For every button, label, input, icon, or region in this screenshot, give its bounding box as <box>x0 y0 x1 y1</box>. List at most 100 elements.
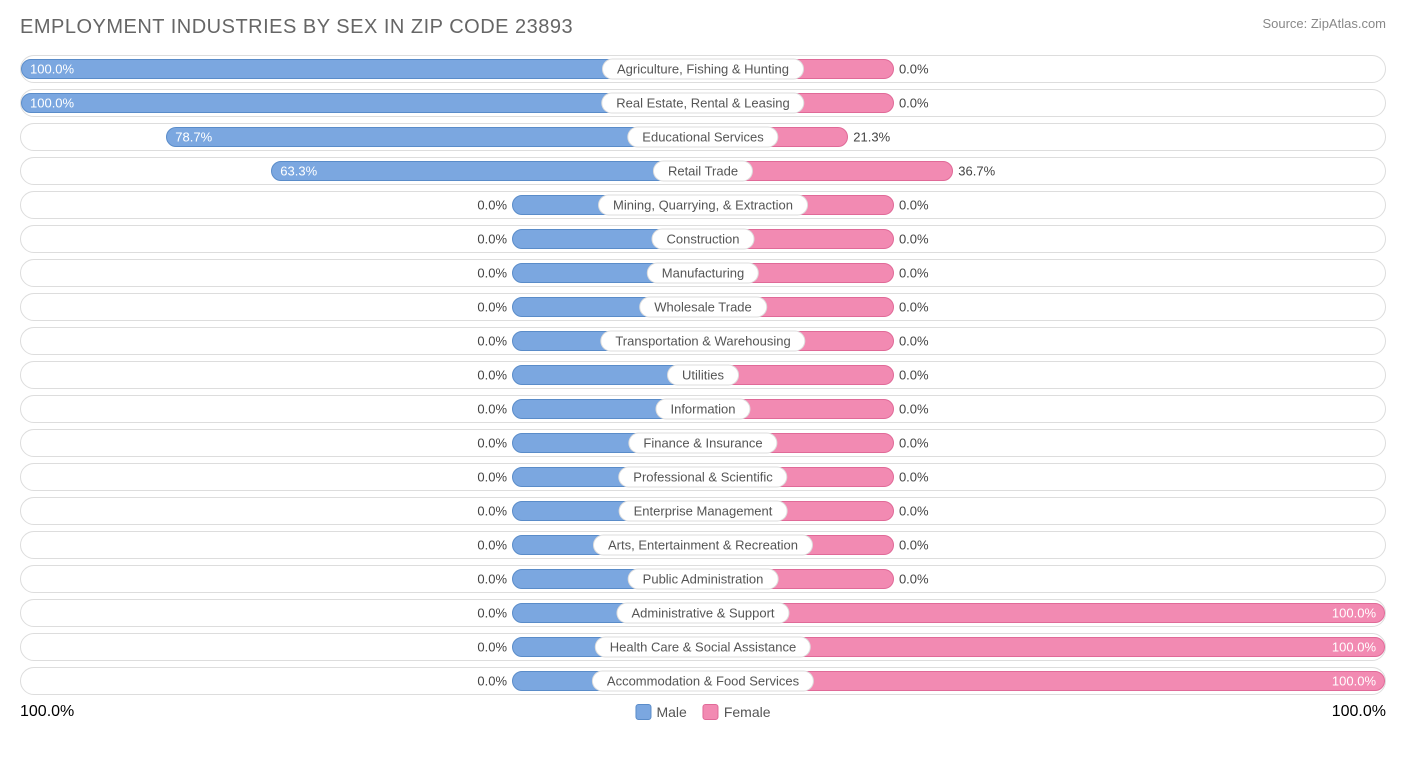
male-half: 0.0% <box>21 430 703 456</box>
male-bar: 63.3% <box>271 161 703 181</box>
female-half: 21.3% <box>703 124 1385 150</box>
male-value-label: 0.0% <box>477 606 507 621</box>
category-label: Manufacturing <box>647 263 759 284</box>
male-value-label: 0.0% <box>477 538 507 553</box>
legend-female-label: Female <box>724 704 771 720</box>
category-label: Finance & Insurance <box>628 433 777 454</box>
female-half: 0.0% <box>703 226 1385 252</box>
female-half: 36.7% <box>703 158 1385 184</box>
category-label: Construction <box>652 229 755 250</box>
male-value-label: 100.0% <box>30 62 74 77</box>
female-value-label: 0.0% <box>899 504 929 519</box>
female-half: 0.0% <box>703 464 1385 490</box>
male-value-label: 78.7% <box>175 130 212 145</box>
chart-row: 100.0%0.0%Real Estate, Rental & Leasing <box>20 89 1386 117</box>
female-half: 0.0% <box>703 56 1385 82</box>
category-label: Accommodation & Food Services <box>592 671 814 692</box>
female-value-label: 100.0% <box>1332 606 1376 621</box>
male-value-label: 0.0% <box>477 402 507 417</box>
female-value-label: 36.7% <box>958 164 995 179</box>
chart-row: 0.0%0.0%Enterprise Management <box>20 497 1386 525</box>
legend-male-label: Male <box>656 704 686 720</box>
chart-footer: 100.0% Male Female 100.0% <box>20 701 1386 723</box>
diverging-bar-chart: 100.0%0.0%Agriculture, Fishing & Hunting… <box>20 55 1386 695</box>
chart-row: 0.0%0.0%Public Administration <box>20 565 1386 593</box>
female-half: 0.0% <box>703 260 1385 286</box>
female-half: 0.0% <box>703 294 1385 320</box>
category-label: Utilities <box>667 365 739 386</box>
female-value-label: 0.0% <box>899 436 929 451</box>
male-value-label: 0.0% <box>477 436 507 451</box>
axis-label-left: 100.0% <box>20 703 74 721</box>
female-value-label: 21.3% <box>853 130 890 145</box>
female-value-label: 100.0% <box>1332 640 1376 655</box>
female-value-label: 0.0% <box>899 96 929 111</box>
category-label: Professional & Scientific <box>618 467 787 488</box>
chart-row: 0.0% 0.0% Wholesale Trade <box>20 293 1386 321</box>
chart-header: EMPLOYMENT INDUSTRIES BY SEX IN ZIP CODE… <box>20 16 1386 39</box>
female-value-label: 0.0% <box>899 572 929 587</box>
female-value-label: 0.0% <box>899 470 929 485</box>
male-half: 0.0% <box>21 396 703 422</box>
male-value-label: 0.0% <box>477 266 507 281</box>
category-label: Transportation & Warehousing <box>600 331 805 352</box>
male-value-label: 0.0% <box>477 470 507 485</box>
category-label: Information <box>655 399 750 420</box>
category-label: Educational Services <box>627 127 778 148</box>
legend-male: Male <box>635 704 686 720</box>
male-half: 100.0% <box>21 56 703 82</box>
male-half: 0.0% <box>21 464 703 490</box>
chart-row: 0.0% 0.0% Finance & Insurance <box>20 429 1386 457</box>
male-bar: 78.7% <box>166 127 703 147</box>
male-swatch-icon <box>635 704 651 720</box>
female-value-label: 0.0% <box>899 402 929 417</box>
female-half: 0.0% <box>703 396 1385 422</box>
category-label: Wholesale Trade <box>639 297 767 318</box>
category-label: Health Care & Social Assistance <box>595 637 811 658</box>
female-value-label: 0.0% <box>899 538 929 553</box>
male-value-label: 0.0% <box>477 368 507 383</box>
female-value-label: 0.0% <box>899 232 929 247</box>
chart-row: 0.0%0.0%Mining, Quarrying, & Extraction <box>20 191 1386 219</box>
female-half: 0.0% <box>703 90 1385 116</box>
female-half: 0.0% <box>703 566 1385 592</box>
category-label: Public Administration <box>628 569 779 590</box>
chart-row: 0.0% 100.0% Health Care & Social Assistanc… <box>20 633 1386 661</box>
category-label: Arts, Entertainment & Recreation <box>593 535 813 556</box>
chart-row: 0.0% 0.0% Professional & Scientific <box>20 463 1386 491</box>
male-value-label: 100.0% <box>30 96 74 111</box>
chart-row: 0.0%0.0%Utilities <box>20 361 1386 389</box>
axis-label-right: 100.0% <box>1332 703 1386 721</box>
category-label: Enterprise Management <box>619 501 788 522</box>
female-half: 100.0% <box>703 600 1385 626</box>
male-value-label: 0.0% <box>477 232 507 247</box>
female-swatch-icon <box>703 704 719 720</box>
male-value-label: 63.3% <box>280 164 317 179</box>
female-value-label: 0.0% <box>899 198 929 213</box>
chart-legend: Male Female <box>635 704 770 720</box>
chart-row: 0.0% 0.0% Information <box>20 395 1386 423</box>
legend-female: Female <box>703 704 771 720</box>
male-half: 0.0% <box>21 226 703 252</box>
category-label: Administrative & Support <box>616 603 789 624</box>
category-label: Agriculture, Fishing & Hunting <box>602 59 804 80</box>
chart-title: EMPLOYMENT INDUSTRIES BY SEX IN ZIP CODE… <box>20 16 573 39</box>
chart-row: 78.7% 21.3% Educational Services <box>20 123 1386 151</box>
male-value-label: 0.0% <box>477 300 507 315</box>
female-value-label: 0.0% <box>899 334 929 349</box>
male-half: 0.0% <box>21 260 703 286</box>
female-value-label: 0.0% <box>899 300 929 315</box>
male-bar: 100.0% <box>21 59 703 79</box>
chart-row: 63.3%36.7%Retail Trade <box>20 157 1386 185</box>
female-bar: 100.0% <box>703 603 1385 623</box>
male-half: 0.0% <box>21 600 703 626</box>
male-value-label: 0.0% <box>477 640 507 655</box>
male-half: 0.0% <box>21 294 703 320</box>
chart-row: 0.0%100.0%Accommodation & Food Services <box>20 667 1386 695</box>
chart-row: 0.0% 0.0% Arts, Entertainment & Recreation <box>20 531 1386 559</box>
chart-row: 0.0% 100.0% Administrative & Support <box>20 599 1386 627</box>
male-half: 63.3% <box>21 158 703 184</box>
female-half: 0.0% <box>703 362 1385 388</box>
male-value-label: 0.0% <box>477 334 507 349</box>
female-value-label: 100.0% <box>1332 674 1376 689</box>
